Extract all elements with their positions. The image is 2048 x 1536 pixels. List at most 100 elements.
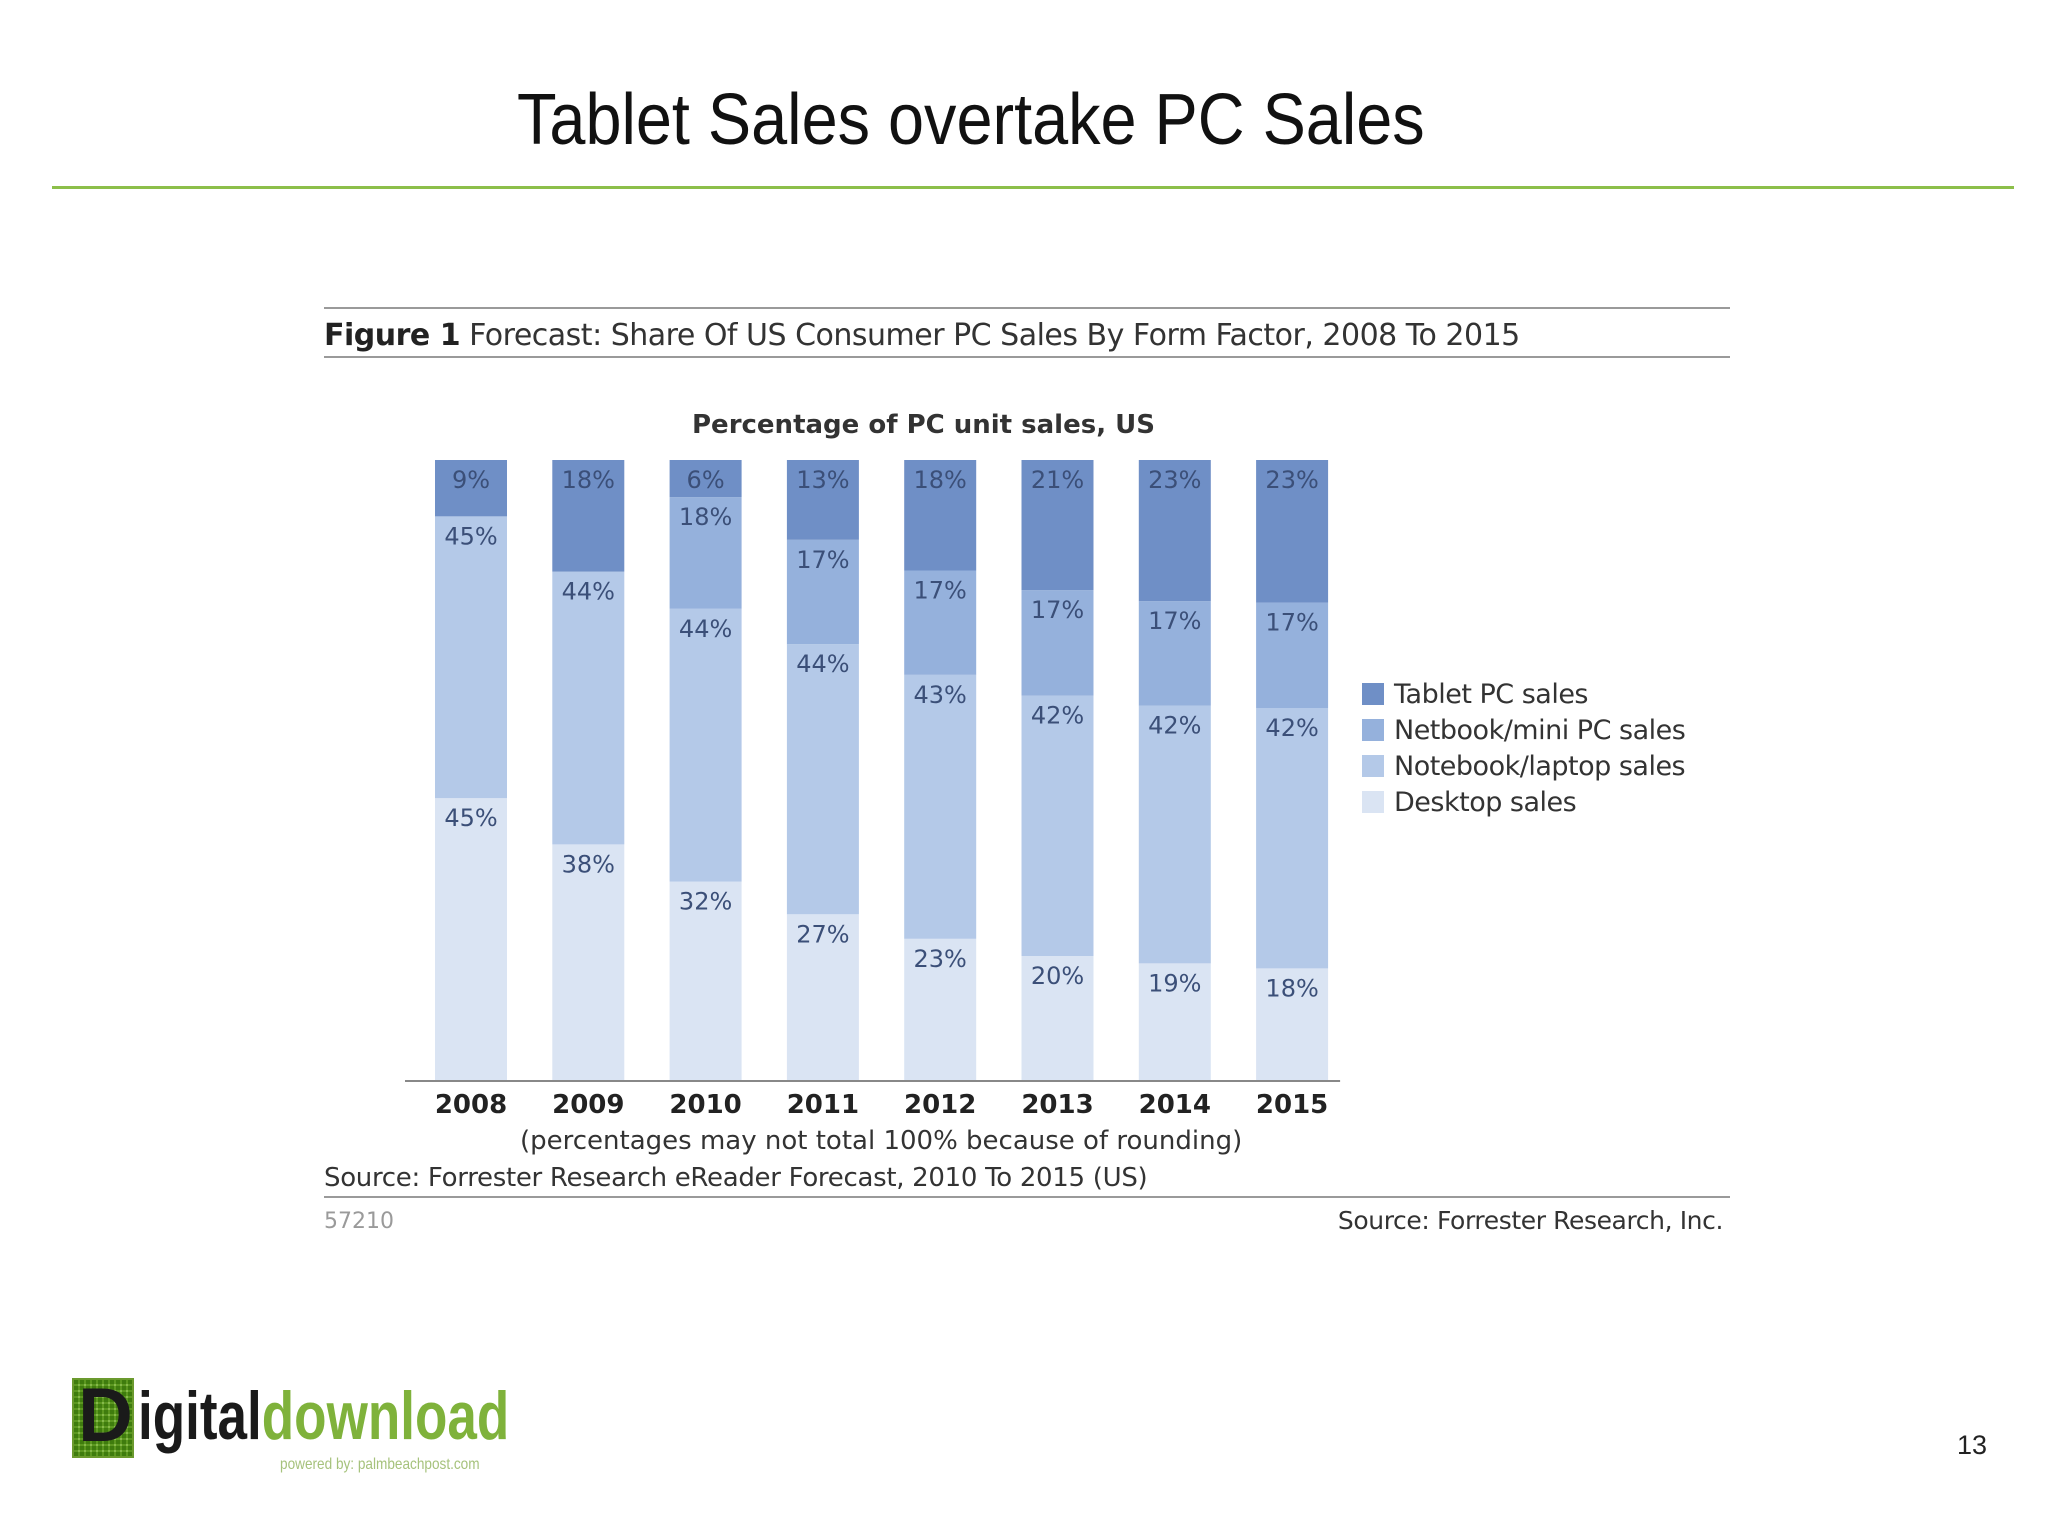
bar-segment-tablet-2012 bbox=[904, 460, 977, 571]
bar-segment-notebook-2013 bbox=[1021, 695, 1094, 956]
logo-tagline: powered by: palmbeachpost.com bbox=[280, 1456, 480, 1473]
legend-swatch-desktop bbox=[1362, 791, 1384, 813]
data-label-notebook-2014: 42% bbox=[1148, 712, 1201, 740]
data-label-netbook-2012: 17% bbox=[914, 576, 967, 604]
figure-heading-text: Forecast: Share Of US Consumer PC Sales … bbox=[469, 318, 1520, 353]
figure-heading-rule bbox=[324, 356, 1730, 358]
bar-segment-tablet-2009 bbox=[552, 460, 625, 572]
bar-segment-desktop-2009 bbox=[552, 844, 625, 1080]
logo-initial: D bbox=[78, 1373, 133, 1458]
legend-label-tablet: Tablet PC sales bbox=[1394, 678, 1589, 710]
bar-segment-tablet-2014 bbox=[1138, 460, 1211, 602]
data-label-notebook-2012: 43% bbox=[914, 681, 967, 709]
data-label-tablet-2011: 13% bbox=[796, 466, 849, 494]
data-label-desktop-2011: 27% bbox=[796, 920, 849, 948]
data-label-netbook-2014: 17% bbox=[1148, 607, 1201, 635]
data-label-desktop-2010: 32% bbox=[679, 888, 732, 916]
figure-credit: Source: Forrester Research, Inc. bbox=[1337, 1206, 1723, 1235]
bar-segment-notebook-2009 bbox=[552, 571, 625, 845]
data-label-desktop-2013: 20% bbox=[1031, 962, 1084, 990]
figure-source: Source: Forrester Research eReader Forec… bbox=[324, 1163, 1148, 1193]
bar-segment-tablet-2011 bbox=[786, 460, 859, 540]
slide-title: Tablet Sales overtake PC Sales bbox=[517, 80, 1425, 160]
bar-segment-notebook-2014 bbox=[1138, 705, 1211, 964]
bar-segment-desktop-2008 bbox=[435, 798, 507, 1080]
bar-segment-notebook-2011 bbox=[786, 644, 859, 915]
bar-segment-netbook-2011 bbox=[786, 539, 859, 645]
data-label-netbook-2011: 17% bbox=[796, 546, 849, 574]
data-label-desktop-2015: 18% bbox=[1265, 974, 1318, 1002]
data-label-netbook-2015: 17% bbox=[1265, 609, 1318, 637]
legend-swatch-tablet bbox=[1362, 683, 1384, 705]
legend-item-netbook: Netbook/mini PC sales bbox=[1362, 712, 1686, 748]
x-tick-label-2008: 2008 bbox=[435, 1090, 507, 1120]
bar-segment-netbook-2012 bbox=[904, 570, 977, 675]
x-tick-label-2012: 2012 bbox=[904, 1090, 976, 1120]
bar-segment-netbook-2013 bbox=[1021, 590, 1094, 696]
x-tick-label-2014: 2014 bbox=[1139, 1090, 1211, 1120]
data-label-desktop-2008: 45% bbox=[444, 804, 497, 832]
x-tick-label-2013: 2013 bbox=[1021, 1090, 1093, 1120]
bar-segment-notebook-2010 bbox=[669, 608, 742, 882]
bar-segment-netbook-2014 bbox=[1138, 601, 1211, 706]
page-number: 13 bbox=[1957, 1430, 1988, 1460]
bar-segment-notebook-2008 bbox=[435, 516, 507, 799]
legend-label-notebook: Notebook/laptop sales bbox=[1394, 750, 1686, 782]
figure-top-rule bbox=[324, 307, 1730, 309]
data-label-notebook-2008: 45% bbox=[444, 522, 497, 550]
data-label-notebook-2015: 42% bbox=[1265, 714, 1318, 742]
bar-segment-tablet-2015 bbox=[1256, 460, 1329, 603]
logo-word-digital: igital bbox=[138, 1378, 262, 1454]
bar-segment-tablet-2010 bbox=[669, 460, 742, 498]
figure-label: Figure 1 bbox=[324, 318, 461, 353]
legend-label-desktop: Desktop sales bbox=[1394, 786, 1577, 818]
x-tick-label-2011: 2011 bbox=[787, 1090, 859, 1120]
digitaldownload-logo: D igitaldownload powered by: palmbeachpo… bbox=[72, 1374, 522, 1478]
data-label-notebook-2013: 42% bbox=[1031, 702, 1084, 730]
bar-segment-desktop-2013 bbox=[1021, 956, 1094, 1080]
data-label-tablet-2009: 18% bbox=[562, 466, 615, 494]
legend-item-notebook: Notebook/laptop sales bbox=[1362, 748, 1686, 784]
data-label-tablet-2014: 23% bbox=[1148, 466, 1201, 494]
bar-segment-desktop-2014 bbox=[1138, 963, 1211, 1080]
figure-heading: Figure 1 Forecast: Share Of US Consumer … bbox=[324, 318, 1520, 353]
bar-segment-netbook-2010 bbox=[669, 497, 742, 609]
logo-wordmark: igitaldownload bbox=[138, 1376, 509, 1456]
legend-swatch-netbook bbox=[1362, 719, 1384, 741]
bar-segment-desktop-2015 bbox=[1256, 968, 1329, 1080]
figure-id: 57210 bbox=[324, 1209, 394, 1234]
bar-segment-netbook-2015 bbox=[1256, 602, 1329, 708]
data-label-netbook-2010: 18% bbox=[679, 503, 732, 531]
data-label-tablet-2012: 18% bbox=[914, 466, 967, 494]
legend-item-desktop: Desktop sales bbox=[1362, 784, 1685, 820]
x-tick-label-2009: 2009 bbox=[552, 1090, 624, 1120]
bar-segment-desktop-2012 bbox=[904, 938, 977, 1080]
rounding-note: (percentages may not total 100% because … bbox=[520, 1126, 1243, 1156]
bar-segment-desktop-2011 bbox=[786, 914, 859, 1080]
title-divider bbox=[52, 186, 2014, 189]
logo-word-download: download bbox=[261, 1378, 510, 1454]
data-label-desktop-2014: 19% bbox=[1148, 969, 1201, 997]
bar-segment-notebook-2012 bbox=[904, 674, 977, 939]
data-label-tablet-2013: 21% bbox=[1031, 466, 1084, 494]
data-label-tablet-2010: 6% bbox=[687, 466, 725, 494]
x-tick-label-2015: 2015 bbox=[1256, 1090, 1328, 1120]
legend-swatch-notebook bbox=[1362, 755, 1384, 777]
data-label-desktop-2009: 38% bbox=[562, 850, 615, 878]
data-label-tablet-2008: 9% bbox=[452, 466, 490, 494]
data-label-desktop-2012: 23% bbox=[914, 945, 967, 973]
bar-segment-tablet-2008 bbox=[435, 460, 507, 517]
bar-segment-notebook-2015 bbox=[1256, 708, 1329, 969]
x-tick-label-2010: 2010 bbox=[669, 1090, 741, 1120]
bar-segment-tablet-2013 bbox=[1021, 460, 1094, 591]
chart-subtitle: Percentage of PC unit sales, US bbox=[692, 410, 1155, 440]
data-label-notebook-2009: 44% bbox=[562, 578, 615, 606]
logo-grid-box bbox=[72, 1378, 134, 1458]
data-label-notebook-2010: 44% bbox=[679, 615, 732, 643]
bar-segment-desktop-2010 bbox=[669, 881, 742, 1080]
data-label-notebook-2011: 44% bbox=[796, 650, 849, 678]
data-label-netbook-2013: 17% bbox=[1031, 596, 1084, 624]
legend-label-netbook: Netbook/mini PC sales bbox=[1394, 714, 1686, 746]
chart-legend: Tablet PC sales Netbook/mini PC sales No… bbox=[1362, 676, 1686, 820]
